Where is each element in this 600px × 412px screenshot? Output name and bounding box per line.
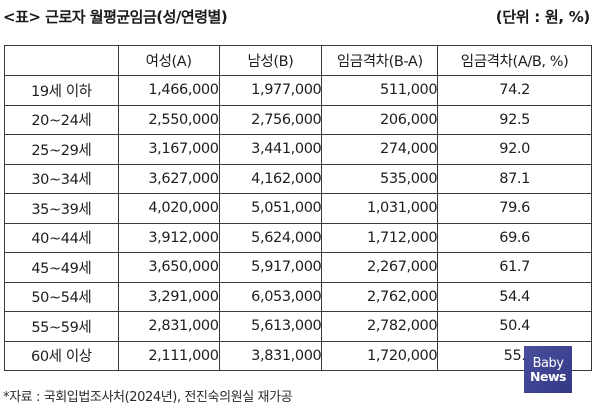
table-row: 19세 이하 1,466,000 1,977,000 511,000 74.2 (4, 75, 592, 106)
unit-label: (단위 : 원, %) (495, 8, 591, 26)
ratio-cell: 79.6 (437, 193, 592, 224)
gap-cell: 1,031,000 (321, 193, 439, 224)
female-wage-cell: 3,650,000 (117, 252, 220, 283)
gap-cell: 206,000 (321, 104, 439, 135)
female-wage-cell: 2,550,000 (117, 104, 220, 135)
logo-text-baby: Baby (532, 355, 564, 371)
table-row: 20~24세 2,550,000 2,756,000 206,000 92.5 (4, 104, 592, 135)
table-row: 45~49세 3,650,000 5,917,000 2,267,000 61.… (4, 252, 592, 283)
gap-cell: 2,782,000 (321, 311, 439, 342)
male-wage-cell: 6,053,000 (218, 281, 323, 312)
table-row: 25~29세 3,167,000 3,441,000 274,000 92.0 (4, 134, 592, 165)
gap-cell: 511,000 (321, 75, 439, 106)
female-wage-cell: 3,627,000 (117, 163, 220, 194)
table-row: 30~34세 3,627,000 4,162,000 535,000 87.1 (4, 163, 592, 194)
gap-cell: 2,762,000 (321, 281, 439, 312)
female-wage-cell: 3,167,000 (117, 134, 220, 165)
table-row: 55~59세 2,831,000 5,613,000 2,782,000 50.… (4, 311, 592, 342)
age-cell: 50~54세 (4, 281, 119, 312)
female-wage-cell: 3,291,000 (117, 281, 220, 312)
age-cell: 19세 이하 (4, 75, 119, 106)
age-cell: 60세 이상 (4, 340, 119, 371)
age-cell: 55~59세 (4, 311, 119, 342)
table-row: 60세 이상 2,111,000 3,831,000 1,720,000 55. (4, 340, 592, 371)
logo-text-news: News (530, 368, 566, 384)
male-wage-cell: 4,162,000 (218, 163, 323, 194)
gap-cell: 535,000 (321, 163, 439, 194)
wage-table: 여성(A) 남성(B) 임금격차(B-A) 임금격차(A/B, %) 19세 이… (4, 45, 592, 371)
ratio-cell: 61.7 (437, 252, 592, 283)
column-header-male: 남성(B) (218, 45, 323, 76)
age-cell: 20~24세 (4, 104, 119, 135)
table-row: 40~44세 3,912,000 5,624,000 1,712,000 69.… (4, 222, 592, 253)
male-wage-cell: 5,613,000 (218, 311, 323, 342)
column-header-age (4, 45, 119, 76)
header-row: 여성(A) 남성(B) 임금격차(B-A) 임금격차(A/B, %) (4, 45, 592, 76)
source-note: *자료 : 국회입법조사처(2024년), 전진숙의원실 재가공 (3, 390, 293, 405)
ratio-cell: 92.5 (437, 104, 592, 135)
gap-cell: 1,720,000 (321, 340, 439, 371)
column-header-female: 여성(A) (117, 45, 220, 76)
ratio-cell: 92.0 (437, 134, 592, 165)
age-cell: 25~29세 (4, 134, 119, 165)
table-title: <표> 근로자 월평균임금(성/연령별) (3, 8, 228, 26)
age-cell: 45~49세 (4, 252, 119, 283)
male-wage-cell: 3,441,000 (218, 134, 323, 165)
column-header-gap: 임금격차(B-A) (321, 45, 439, 76)
male-wage-cell: 5,051,000 (218, 193, 323, 224)
female-wage-cell: 4,020,000 (117, 193, 220, 224)
gap-cell: 2,267,000 (321, 252, 439, 283)
female-wage-cell: 2,831,000 (117, 311, 220, 342)
age-cell: 30~34세 (4, 163, 119, 194)
ratio-cell: 69.6 (437, 222, 592, 253)
male-wage-cell: 2,756,000 (218, 104, 323, 135)
female-wage-cell: 3,912,000 (117, 222, 220, 253)
ratio-cell: 50.4 (437, 311, 592, 342)
table-row: 50~54세 3,291,000 6,053,000 2,762,000 54.… (4, 281, 592, 312)
male-wage-cell: 5,624,000 (218, 222, 323, 253)
ratio-cell: 54.4 (437, 281, 592, 312)
male-wage-cell: 3,831,000 (218, 340, 323, 371)
column-header-ratio: 임금격차(A/B, %) (437, 45, 592, 76)
female-wage-cell: 2,111,000 (117, 340, 220, 371)
babynews-logo: Baby News (524, 346, 572, 393)
gap-cell: 274,000 (321, 134, 439, 165)
age-cell: 35~39세 (4, 193, 119, 224)
male-wage-cell: 1,977,000 (218, 75, 323, 106)
age-cell: 40~44세 (4, 222, 119, 253)
ratio-cell: 87.1 (437, 163, 592, 194)
table-row: 35~39세 4,020,000 5,051,000 1,031,000 79.… (4, 193, 592, 224)
female-wage-cell: 1,466,000 (117, 75, 220, 106)
male-wage-cell: 5,917,000 (218, 252, 323, 283)
ratio-cell: 74.2 (437, 75, 592, 106)
gap-cell: 1,712,000 (321, 222, 439, 253)
